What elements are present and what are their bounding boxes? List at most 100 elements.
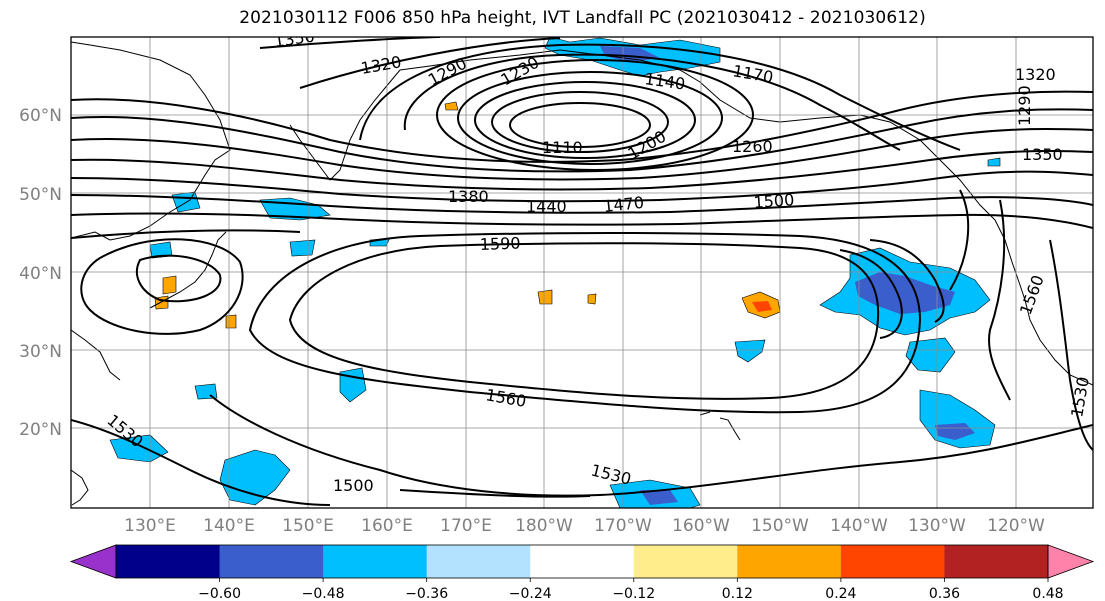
- height-contour: [399, 489, 591, 498]
- colorbar-segment: [944, 545, 1049, 578]
- height-contour: [71, 128, 1093, 181]
- lat-label: 50°N: [19, 185, 62, 205]
- lat-label: 40°N: [19, 264, 62, 284]
- contour-label: 1380: [448, 187, 489, 206]
- colorbar-extend-low: [69, 544, 117, 579]
- height-contour: [71, 419, 331, 506]
- contour-label: 1110: [542, 138, 583, 157]
- coastline-kamchatka: [289, 69, 401, 181]
- height-contour: [988, 199, 1011, 401]
- contour-label: 1260: [732, 137, 773, 156]
- map-panel: 1350 1320 1290 1230 1140 1170 1320 1290 …: [71, 37, 1093, 508]
- ivt-positive-area: [752, 301, 772, 312]
- contour-label: 1320: [1015, 65, 1056, 84]
- ivt-positive-area: [162, 275, 177, 295]
- colorbar-outline: [115, 544, 1049, 579]
- height-contour: [436, 59, 754, 171]
- height-contour: [509, 102, 651, 148]
- height-contour: [71, 229, 301, 239]
- lon-label: 130°W: [908, 516, 966, 536]
- height-contour: [71, 90, 1093, 163]
- height-contour: [869, 239, 945, 323]
- coastline-asia: [71, 41, 231, 241]
- ivt-negative-area: [289, 239, 316, 257]
- lon-label: 140°W: [830, 516, 888, 536]
- colorbar-tick-label: 0.48: [1032, 586, 1063, 601]
- colorbar-tick-label: −0.24: [509, 586, 552, 601]
- ivt-shading: [109, 37, 1001, 508]
- ivt-negative-area: [987, 157, 1001, 167]
- colorbar-tick-label: −0.60: [198, 586, 241, 601]
- height-contour: [457, 71, 723, 165]
- contour-label: 1500: [753, 190, 795, 212]
- ivt-negative-area: [935, 423, 975, 440]
- contour-label: 1290: [1015, 85, 1034, 126]
- colorbar-segment: [530, 545, 635, 578]
- colorbar-tick-label: 0.12: [722, 586, 753, 601]
- colorbar-tick-label: −0.12: [612, 586, 655, 601]
- colorbar-tick-label: −0.48: [302, 586, 345, 601]
- coastline-namerica: [994, 219, 1093, 386]
- height-contour: [135, 254, 222, 303]
- height-contour: [474, 81, 696, 159]
- lon-label: 160°W: [672, 516, 730, 536]
- coastline-japan: [149, 231, 227, 309]
- lat-label: 30°N: [19, 342, 62, 362]
- colorbar-segment: [737, 545, 842, 578]
- height-contour: [359, 43, 961, 151]
- contour-label: 1500: [333, 476, 374, 495]
- height-contour: [288, 242, 880, 400]
- colorbar-extend-high: [1047, 544, 1095, 579]
- height-contour: [1049, 239, 1093, 451]
- ivt-positive-area: [537, 289, 553, 305]
- contour-labels: 1350 1320 1290 1230 1140 1170 1320 1290 …: [103, 37, 1093, 495]
- lon-label: 170°E: [440, 516, 492, 536]
- colorbar-segment: [426, 545, 531, 578]
- ivt-negative-area: [734, 339, 766, 363]
- height-contour: [80, 238, 244, 335]
- lat-label: 60°N: [19, 106, 62, 126]
- ivt-negative-area: [905, 337, 956, 373]
- colorbar-segment: [219, 545, 324, 578]
- graticule: [71, 37, 1093, 508]
- colorbar-segment: [116, 545, 221, 578]
- lon-label: 120°W: [987, 516, 1045, 536]
- colorbar-tick-label: 0.24: [825, 586, 856, 601]
- longitude-labels: 130°E 140°E 150°E 160°E 170°E 180°W 170°…: [124, 516, 1045, 536]
- latitude-labels: 20°N 30°N 40°N 50°N 60°N: [19, 106, 62, 440]
- ivt-positive-area: [225, 314, 237, 329]
- colorbar-segment: [840, 545, 945, 578]
- height-contour: [491, 91, 669, 153]
- ivt-negative-area: [855, 272, 955, 314]
- colorbar: −0.60 −0.48 −0.36 −0.24 −0.12 0.12 0.24 0.36 0.4…: [69, 544, 1095, 601]
- height-contour: [299, 37, 561, 89]
- height-contour: [248, 232, 922, 414]
- height-contour: [71, 212, 1093, 229]
- lon-label: 180°W: [515, 516, 573, 536]
- ivt-positive-area: [444, 101, 459, 111]
- height-contour: [839, 249, 903, 339]
- colorbar-tick-label: −0.36: [405, 586, 448, 601]
- height-contour: [71, 149, 1093, 191]
- height-contour: [71, 170, 1093, 203]
- contour-label: 1470: [602, 193, 644, 216]
- lon-label: 140°E: [203, 516, 255, 536]
- lon-label: 170°W: [594, 516, 652, 536]
- lat-label: 20°N: [19, 420, 62, 440]
- coastline-philippines: [71, 469, 89, 506]
- lon-label: 150°E: [282, 516, 334, 536]
- colorbar-segment: [323, 545, 428, 578]
- height-contour: [209, 394, 1093, 497]
- ivt-positive-area: [587, 293, 597, 305]
- contour-label: 1350: [1022, 145, 1063, 164]
- height-contours: [71, 37, 1093, 506]
- lon-label: 160°E: [361, 516, 413, 536]
- colorbar-segment: [633, 545, 738, 578]
- contour-label: 1590: [479, 234, 520, 254]
- map-title: 2021030112 F006 850 hPa height, IVT Land…: [239, 8, 926, 28]
- lon-label: 130°E: [124, 516, 176, 536]
- coastline-sea: [71, 329, 121, 381]
- colorbar-tick-label: 0.36: [929, 586, 960, 601]
- lon-label: 150°W: [751, 516, 809, 536]
